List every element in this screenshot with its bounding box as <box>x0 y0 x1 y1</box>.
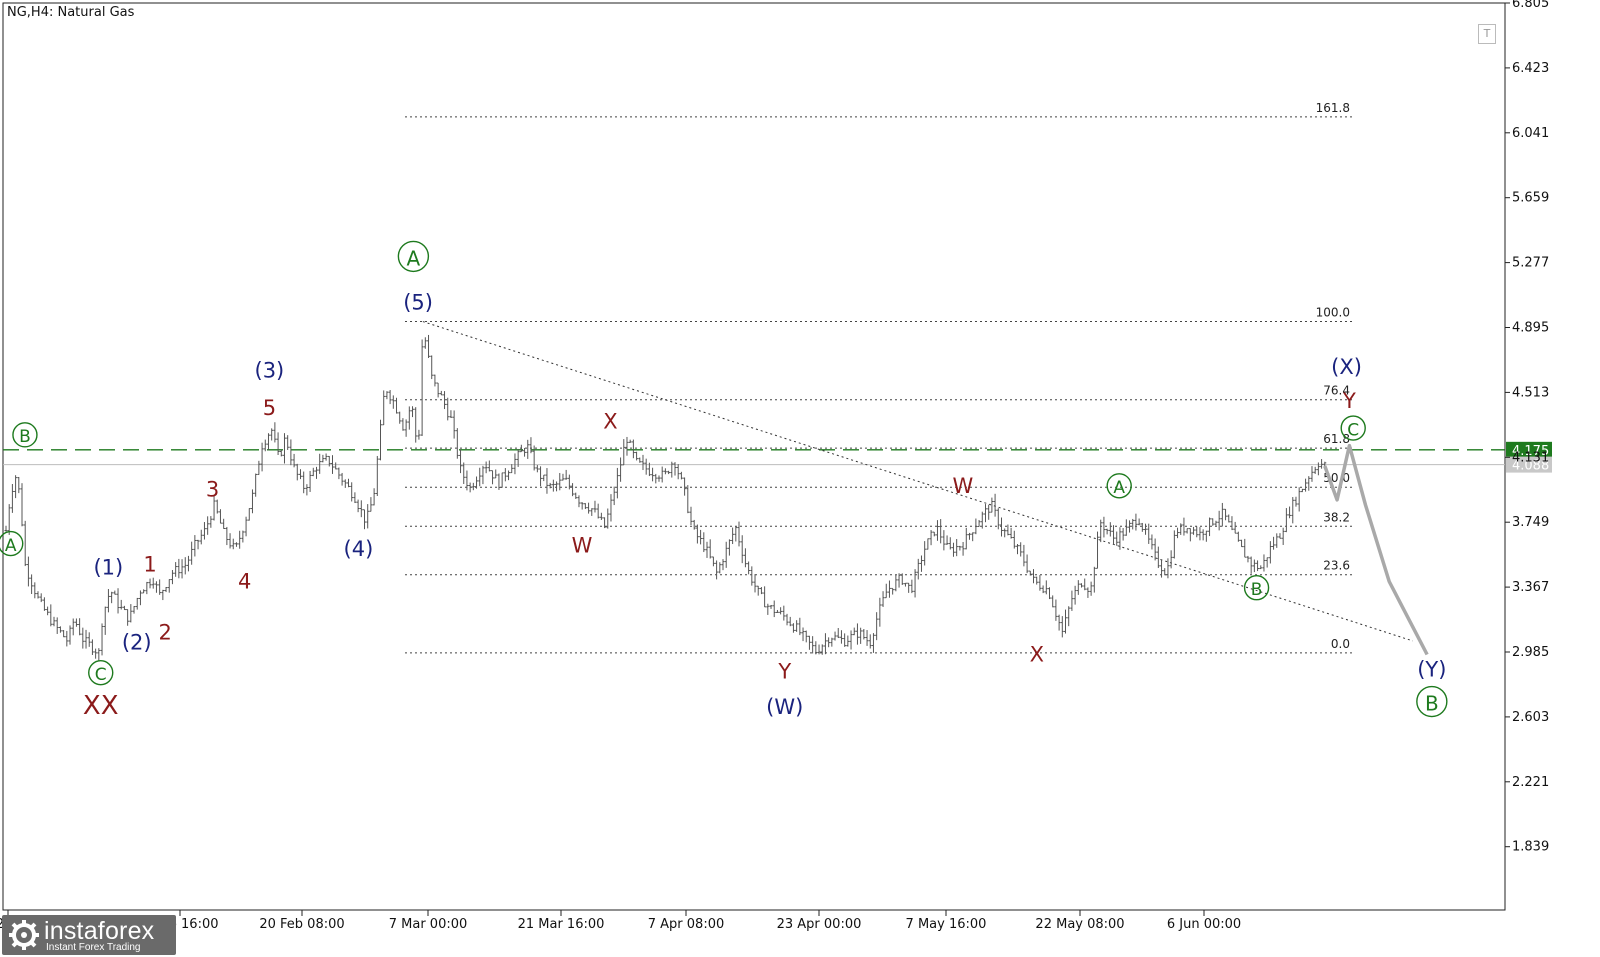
fib-level-label: 161.8 <box>1316 101 1350 115</box>
wave-label: 3 <box>206 478 219 502</box>
wave-label: (Y) <box>1417 658 1446 682</box>
y-tick-label: 2.221 <box>1512 775 1549 790</box>
fib-level-label: 38.2 <box>1323 510 1350 524</box>
wave-label-circle <box>12 422 38 448</box>
last-price-label: 4.088 <box>1512 459 1549 474</box>
wave-label: A <box>407 246 421 270</box>
wave-label: (X) <box>1331 355 1362 379</box>
wave-label: X <box>603 410 617 434</box>
wave-label: (4) <box>344 537 374 561</box>
current-price-tag <box>1506 441 1552 458</box>
y-axis: 6.805 6.423 6.041 5.659 5.277 4.895 4.513 4.131… <box>1505 0 1549 855</box>
y-tick-label: 6.805 <box>1512 0 1549 11</box>
wave-label: A <box>1113 478 1125 498</box>
wave-label: (1) <box>93 556 123 580</box>
brand-name: instaforex <box>44 917 155 945</box>
wave-label: XX <box>83 691 119 721</box>
y-tick-label: 2.985 <box>1512 645 1549 660</box>
wave-label: Y <box>777 659 791 683</box>
wave-label: B <box>1425 692 1439 716</box>
wave-label-circle <box>0 530 24 557</box>
wave-label: (W) <box>766 695 803 719</box>
fib-level-label: 61.8 <box>1323 432 1350 446</box>
forecast-path <box>1323 443 1429 656</box>
x-tick-label: 22 May 08:00 <box>1035 917 1124 932</box>
wave-label: B <box>19 427 31 447</box>
x-tick-label: 7 Mar 00:00 <box>389 917 468 932</box>
wave-label-circle <box>397 240 430 273</box>
wave-label-circle <box>1106 473 1132 499</box>
wave-label: 2 <box>158 620 171 644</box>
plot-frame <box>2 2 1506 911</box>
x-tick-label: 7 May 16:00 <box>906 917 987 932</box>
y-tick-label: 2.603 <box>1512 710 1549 725</box>
x-tick-label: 21 Mar 16:00 <box>518 917 605 932</box>
last-price-tag <box>1506 456 1552 473</box>
y-tick-label: 3.749 <box>1512 515 1549 530</box>
wave-label: W <box>952 474 973 498</box>
symbol-title: NG,H4: Natural Gas <box>7 5 135 20</box>
x-tick-label: 6 Jun 00:00 <box>1167 917 1241 932</box>
wave-label: C <box>95 665 107 685</box>
text-tool-button[interactable]: T <box>1478 24 1496 44</box>
wave-label: 5 <box>263 396 276 420</box>
brand-tagline: Instant Forex Trading <box>46 942 141 953</box>
wave-label-circle <box>1243 575 1270 601</box>
wave-label-circle <box>1416 685 1448 718</box>
wave-label: A <box>5 536 17 556</box>
x-tick-label: 20 Feb 08:00 <box>259 917 344 932</box>
wave-label: (5) <box>403 291 433 315</box>
wave-label-circle <box>88 659 114 686</box>
y-tick-label: 4.513 <box>1512 385 1549 400</box>
wave-label-circle <box>1340 415 1366 441</box>
current-price-label: 4.175 <box>1512 444 1549 459</box>
trendline <box>422 321 1414 642</box>
fib-level-label: 23.6 <box>1323 559 1350 573</box>
trendline-group <box>422 321 1414 642</box>
y-tick-label: 4.131 <box>1512 450 1549 465</box>
wave-label: W <box>572 534 593 558</box>
price-bars <box>4 334 1327 661</box>
wave-label: (2) <box>122 630 152 654</box>
wave-label: Y <box>1342 389 1356 413</box>
forecast-path-group <box>1323 443 1429 656</box>
wave-labels: A B C XX (1) (2) 1 2 3 4 (3) 5 (4) A (5) X W Y (W) W X A B (X) Y… <box>0 240 1448 721</box>
y-tick-label: 6.041 <box>1512 126 1549 141</box>
y-tick-label: 3.367 <box>1512 580 1549 595</box>
fib-level-label: 76.4 <box>1323 384 1350 398</box>
wave-label: B <box>1251 580 1263 600</box>
wave-label: X <box>1030 642 1044 666</box>
wave-label: 1 <box>143 552 156 576</box>
y-tick-label: 1.839 <box>1512 840 1549 855</box>
y-tick-label: 6.423 <box>1512 61 1549 76</box>
gear-icon <box>9 920 39 950</box>
instaforex-logo: instaforex Instant Forex Trading <box>2 915 176 955</box>
fib-level-label: 0.0 <box>1331 637 1350 651</box>
y-tick-label: 4.895 <box>1512 321 1549 336</box>
y-tick-label: 5.659 <box>1512 191 1549 206</box>
fib-level-label: 100.0 <box>1316 306 1350 320</box>
wave-label: (3) <box>255 359 285 383</box>
x-tick-label: 23 Apr 00:00 <box>777 917 862 932</box>
wave-label: C <box>1347 420 1359 440</box>
x-tick-label: 7 Apr 08:00 <box>648 917 725 932</box>
y-tick-label: 5.277 <box>1512 256 1549 271</box>
wave-label: 4 <box>238 569 251 593</box>
